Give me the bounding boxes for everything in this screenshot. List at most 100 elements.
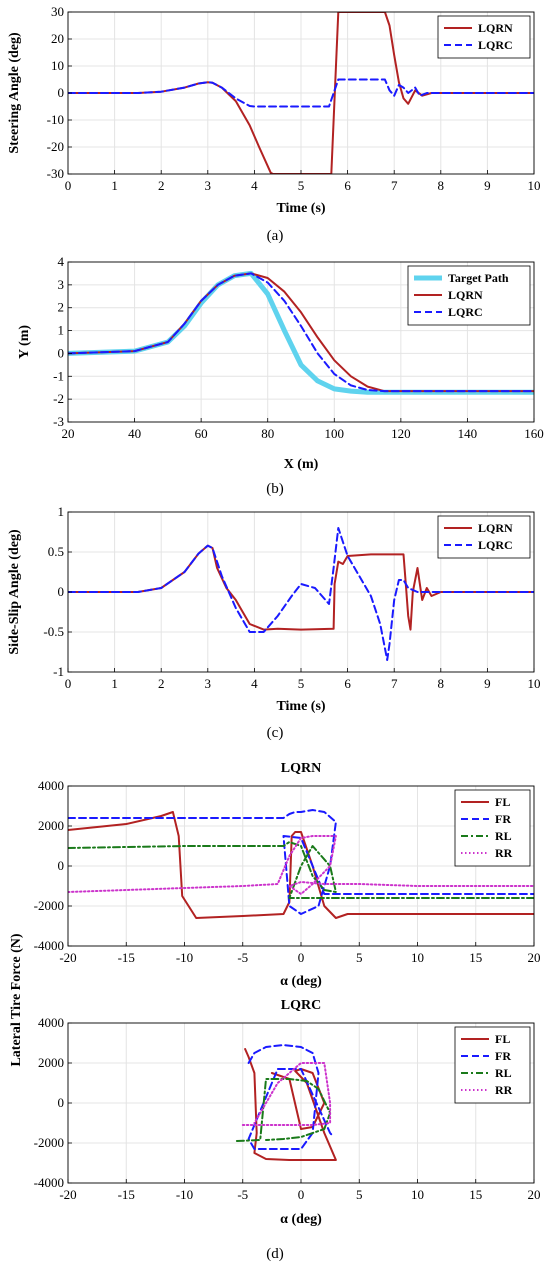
chart-d1-ytick-label-3: 2000 (38, 818, 64, 833)
chart-a-steering-angle: 0 1 2 3 4 5 6 7 8 9 10 -30 -20 -10 0 10 20 30 Time (s) Stee… (7, 4, 541, 244)
chart-c-legend-label-0: LQRN (478, 521, 513, 535)
chart-b-trajectory: 20 40 60 80 100 120 140 160 -3 -2 -1 0 1 2 3 4 X (m) Y (m… (17, 254, 544, 497)
chart-d2-caption: (d) (266, 1246, 284, 1262)
chart-d2-xtick-label-6: 10 (411, 1187, 424, 1202)
chart-c-ytick-label-2: 0 (58, 584, 65, 599)
chart-d1-xlabel: α (deg) (280, 974, 322, 989)
chart-a-xtick-label-10: 10 (528, 178, 541, 193)
chart-c-legend-box (437, 515, 531, 559)
chart-c-xtick-label-3: 3 (205, 676, 212, 691)
chart-c-ytick-label-1: -0.5 (43, 624, 64, 639)
chart-d1-legend-label-1: FR (495, 812, 511, 826)
chart-b-ytick-label-6: 3 (58, 277, 65, 292)
chart-a-ylabel: Steering Angle (deg) (7, 32, 22, 154)
chart-c-xtick-label-6: 6 (344, 676, 351, 691)
chart-a-xtick-label-0: 0 (65, 178, 72, 193)
chart-d1-legend: FL FR RL RR (454, 789, 531, 867)
chart-c-series-lqrc (68, 527, 534, 661)
chart-b-xtick-label-1: 40 (128, 426, 141, 441)
chart-a-xtick-label-4: 4 (251, 178, 258, 193)
chart-a-xlabel: Time (s) (276, 201, 325, 216)
chart-b-ytick-label-5: 2 (58, 300, 65, 315)
chart-a-xtick-label-6: 6 (344, 178, 351, 193)
chart-a-ytick-label-5: 20 (51, 31, 64, 46)
chart-b-ytick-label-3: 0 (58, 345, 65, 360)
chart-d1-legend-label-2: RL (495, 829, 512, 843)
chart-c-xtick-label-1: 1 (111, 676, 118, 691)
chart-b-xtick-label-0: 20 (62, 426, 75, 441)
chart-c-xtick-label-7: 7 (391, 676, 398, 691)
chart-d1-series-rl (68, 841, 534, 899)
chart-d1-xtick-label-5: 5 (356, 950, 363, 965)
chart-d1-legend-label-0: FL (495, 795, 510, 809)
chart-c-xtick-label-8: 8 (438, 676, 445, 691)
shared-y-axis-label: Lateral Tire Force (N) (9, 933, 24, 1066)
chart-c-caption: (c) (267, 725, 284, 741)
chart-a-ytick-label-6: 30 (51, 4, 64, 19)
chart-d2-xtick-label-2: -10 (176, 1187, 193, 1202)
chart-c-xtick-label-2: 2 (158, 676, 165, 691)
chart-a-ytick-label-3: 0 (58, 85, 65, 100)
chart-b-ytick-label-0: -3 (53, 414, 64, 429)
chart-d2-legend-label-3: RR (495, 1083, 513, 1097)
chart-d1-xtick-label-8: 20 (528, 950, 541, 965)
chart-d2-legend-label-1: FR (495, 1049, 511, 1063)
chart-b-xtick-label-2: 60 (195, 426, 208, 441)
chart-d1-ytick-label-2: 0 (58, 858, 65, 873)
chart-d2-series-fr (247, 1044, 335, 1150)
chart-d2-ytick-label-0: -4000 (34, 1175, 64, 1190)
chart-a-xtick-label-2: 2 (158, 178, 165, 193)
chart-b-xtick-label-4: 100 (325, 426, 345, 441)
chart-b-xtick-label-5: 120 (391, 426, 411, 441)
chart-d-lqrc-tire-force: -20 -15 -10 -5 0 5 10 15 20 -4000 -2000 0 2000 4000 α … (34, 998, 541, 1262)
chart-b-xlabel: X (m) (284, 457, 319, 472)
chart-d1-xtick-label-4: 0 (298, 950, 305, 965)
chart-d1-series-fr (68, 809, 534, 915)
chart-d1-ytick-label-0: -4000 (34, 938, 64, 953)
chart-c-legend: LQRN LQRC (437, 515, 531, 559)
chart-d1-xtick-label-6: 10 (411, 950, 424, 965)
chart-b-ytick-label-2: -1 (53, 368, 64, 383)
chart-c-side-slip-angle: 0 1 2 3 4 5 6 7 8 9 10 -1 -0.5 0 0.5 1 Time (s) Side-Slip… (7, 504, 541, 741)
chart-d1-xtick-label-2: -10 (176, 950, 193, 965)
chart-a-ytick-label-1: -20 (47, 139, 64, 154)
chart-c-xtick-label-4: 4 (251, 676, 258, 691)
chart-d1-legend-label-3: RR (495, 846, 513, 860)
chart-a-ytick-label-2: -10 (47, 112, 64, 127)
chart-d2-xtick-label-4: 0 (298, 1187, 305, 1202)
chart-d2-xtick-label-1: -15 (118, 1187, 135, 1202)
chart-d1-ytick-label-4: 4000 (38, 778, 64, 793)
chart-b-legend-label-1: LQRN (448, 288, 483, 302)
chart-b-axes-frame (67, 261, 535, 423)
chart-a-xtick-label-9: 9 (484, 178, 491, 193)
chart-d2-ytick-label-3: 2000 (38, 1055, 64, 1070)
chart-b-ylabel: Y (m) (17, 325, 32, 359)
chart-d2-xlabel: α (deg) (280, 1212, 322, 1227)
chart-b-xtick-label-7: 160 (524, 426, 544, 441)
chart-c-legend-label-1: LQRC (478, 538, 513, 552)
chart-a-xtick-label-1: 1 (111, 178, 118, 193)
chart-c-ytick-label-4: 1 (58, 504, 65, 519)
chart-a-xtick-label-3: 3 (205, 178, 212, 193)
chart-c-xtick-label-9: 9 (484, 676, 491, 691)
chart-d2-series-rl (235, 1078, 332, 1142)
chart-a-legend-box (437, 15, 531, 59)
chart-a-xtick-label-5: 5 (298, 178, 305, 193)
chart-a-legend-label-0: LQRN (478, 21, 513, 35)
chart-d2-series-rr (241, 1062, 332, 1126)
chart-a-caption: (a) (267, 228, 284, 244)
chart-b-xtick-label-3: 80 (261, 426, 274, 441)
chart-b-legend-label-0: Target Path (448, 271, 509, 285)
chart-b-caption: (b) (266, 481, 284, 497)
chart-d-lqrn-tire-force: -20 -15 -10 -5 0 5 10 15 20 -4000 -2000 0 2000 4000 α … (34, 761, 541, 989)
chart-d1-ytick-label-1: -2000 (34, 898, 64, 913)
chart-a-ytick-label-0: -30 (47, 166, 64, 181)
chart-a-legend-label-1: LQRC (478, 38, 513, 52)
chart-b-ytick-label-4: 1 (58, 323, 65, 338)
chart-d1-title: LQRN (281, 761, 321, 776)
chart-d2-ytick-label-4: 4000 (38, 1015, 64, 1030)
chart-d2-xtick-label-3: -5 (237, 1187, 248, 1202)
chart-a-ytick-label-4: 10 (51, 58, 64, 73)
chart-c-ytick-label-0: -1 (53, 664, 64, 679)
chart-a-xtick-label-8: 8 (438, 178, 445, 193)
